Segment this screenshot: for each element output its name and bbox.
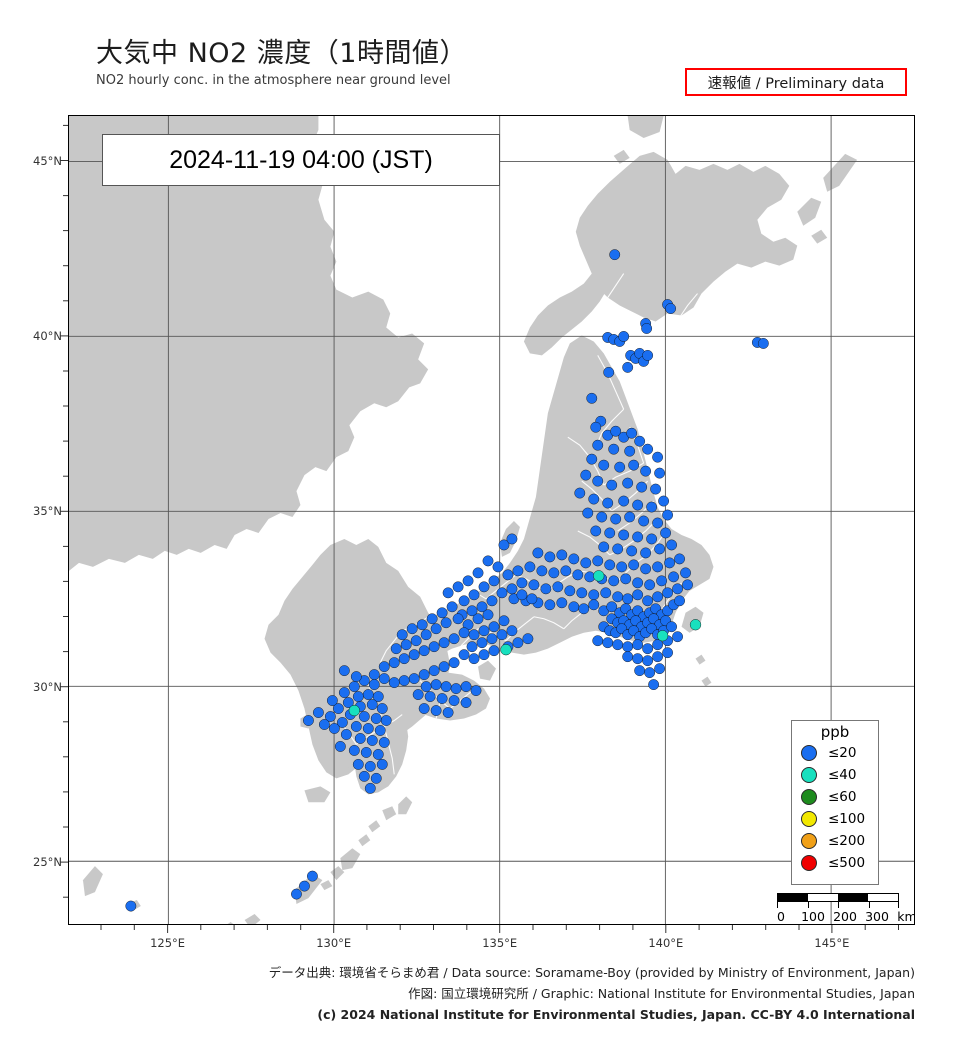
- island-rishiri: [613, 149, 630, 164]
- scale-bar: 0 100 200 300 km: [777, 893, 915, 924]
- station-group-elevated: [348, 570, 702, 717]
- ytick-35n: 35°N: [33, 504, 62, 519]
- footer-graphic-credit: 作図: 国立環境研究所 / Graphic: National Institut…: [408, 986, 915, 1001]
- island-awaji: [478, 660, 496, 681]
- station-group-chubu: [442, 533, 538, 621]
- legend-label-20: ≤20: [828, 744, 857, 761]
- preliminary-data-badge: 速報値 / Preliminary data: [685, 68, 907, 96]
- page-subtitle: NO2 hourly conc. in the atmosphere near …: [96, 73, 451, 89]
- scale-label-100: 100: [801, 909, 825, 924]
- ytick-30n: 30°N: [33, 679, 62, 694]
- legend-item-20: ≤20: [792, 742, 878, 764]
- legend-swatch-200: [801, 832, 817, 849]
- legend-swatch-40: [801, 766, 817, 783]
- station-points-layer: [125, 249, 769, 912]
- ytick-25n: 25°N: [33, 855, 62, 870]
- scale-label-0: 0: [777, 909, 785, 924]
- island-sakhalin-tip: [627, 116, 664, 138]
- station-group-tohoku: [574, 425, 677, 559]
- page-title: 大気中 NO2 濃度（1時間値）: [96, 38, 467, 69]
- xtick-125e: 125°E: [150, 936, 186, 950]
- island-taiwan-tip: [82, 866, 103, 897]
- scale-bar-segments: [777, 893, 899, 902]
- legend-label-200: ≤200: [828, 832, 866, 849]
- island-jeju: [304, 786, 331, 803]
- landmass-hokkaido: [575, 151, 798, 322]
- station-group-okinawa: [125, 870, 318, 912]
- legend-swatch-100: [801, 810, 817, 827]
- ytick-45n: 45°N: [33, 153, 62, 168]
- legend-swatch-500: [801, 854, 817, 871]
- islets-nansei-b: [358, 834, 371, 847]
- islets-nansei-a: [368, 820, 381, 833]
- islets-izu-b: [701, 676, 712, 687]
- legend-label-500: ≤500: [828, 854, 866, 871]
- scale-label-200: 200: [833, 909, 857, 924]
- header-block: 大気中 NO2 濃度（1時間値） NO2 hourly conc. in the…: [96, 38, 716, 88]
- legend-label-60: ≤60: [828, 788, 857, 805]
- islets-korea-south: [336, 760, 351, 773]
- island-kunashiri: [797, 197, 822, 226]
- island-ishigaki: [227, 922, 234, 924]
- island-amami: [340, 848, 361, 871]
- landmass-continent: [69, 116, 429, 571]
- legend-item-100: ≤100: [792, 808, 878, 830]
- legend-box: ppb ≤20 ≤40 ≤60 ≤100 ≤200 ≤500: [791, 720, 879, 885]
- legend-item-40: ≤40: [792, 764, 878, 786]
- island-miyako: [244, 914, 261, 924]
- legend-item-60: ≤60: [792, 786, 878, 808]
- landmass-hokkaido-oshima: [523, 273, 608, 356]
- legend-title: ppb: [820, 723, 850, 741]
- map-plot-area[interactable]: 2024-11-19 04:00 (JST) ppb ≤20 ≤40 ≤60 ≤…: [68, 115, 915, 925]
- footer-copyright: (c) 2024 National Institute for Environm…: [317, 1007, 915, 1022]
- scale-label-300: 300: [865, 909, 889, 924]
- footer-data-source: データ出典: 環境省そらまめ君 / Data source: Soramame-…: [268, 965, 915, 980]
- legend-item-500: ≤500: [792, 852, 878, 874]
- legend-item-200: ≤200: [792, 830, 878, 852]
- xtick-135e: 135°E: [482, 936, 518, 950]
- xtick-140e: 140°E: [648, 936, 684, 950]
- xtick-130e: 130°E: [316, 936, 352, 950]
- station-group-kansai: [368, 601, 534, 689]
- islets-izu-a: [695, 654, 706, 665]
- island-etorofu: [823, 153, 858, 192]
- scale-label-unit: km: [897, 909, 915, 924]
- scale-bar-ticks: [777, 902, 899, 908]
- island-shikotan: [811, 229, 828, 244]
- map-canvas: [69, 116, 914, 924]
- legend-label-100: ≤100: [828, 810, 866, 827]
- station-group-hokkaido: [586, 249, 769, 433]
- footer: データ出典: 環境省そらまめ君 / Data source: Soramame-…: [0, 962, 915, 1025]
- legend-swatch-20: [801, 744, 817, 761]
- timestamp-box: 2024-11-19 04:00 (JST): [102, 134, 500, 186]
- station-group-kanto: [508, 547, 693, 691]
- station-group-shikoku: [412, 679, 482, 718]
- xtick-145e: 145°E: [814, 936, 850, 950]
- islets-nansei-c: [320, 880, 333, 891]
- scale-bar-labels: 0 100 200 300 km: [777, 909, 915, 924]
- ytick-40n: 40°N: [33, 328, 62, 343]
- legend-label-40: ≤40: [828, 766, 857, 783]
- legend-swatch-60: [801, 788, 817, 805]
- island-yakushima: [382, 806, 397, 821]
